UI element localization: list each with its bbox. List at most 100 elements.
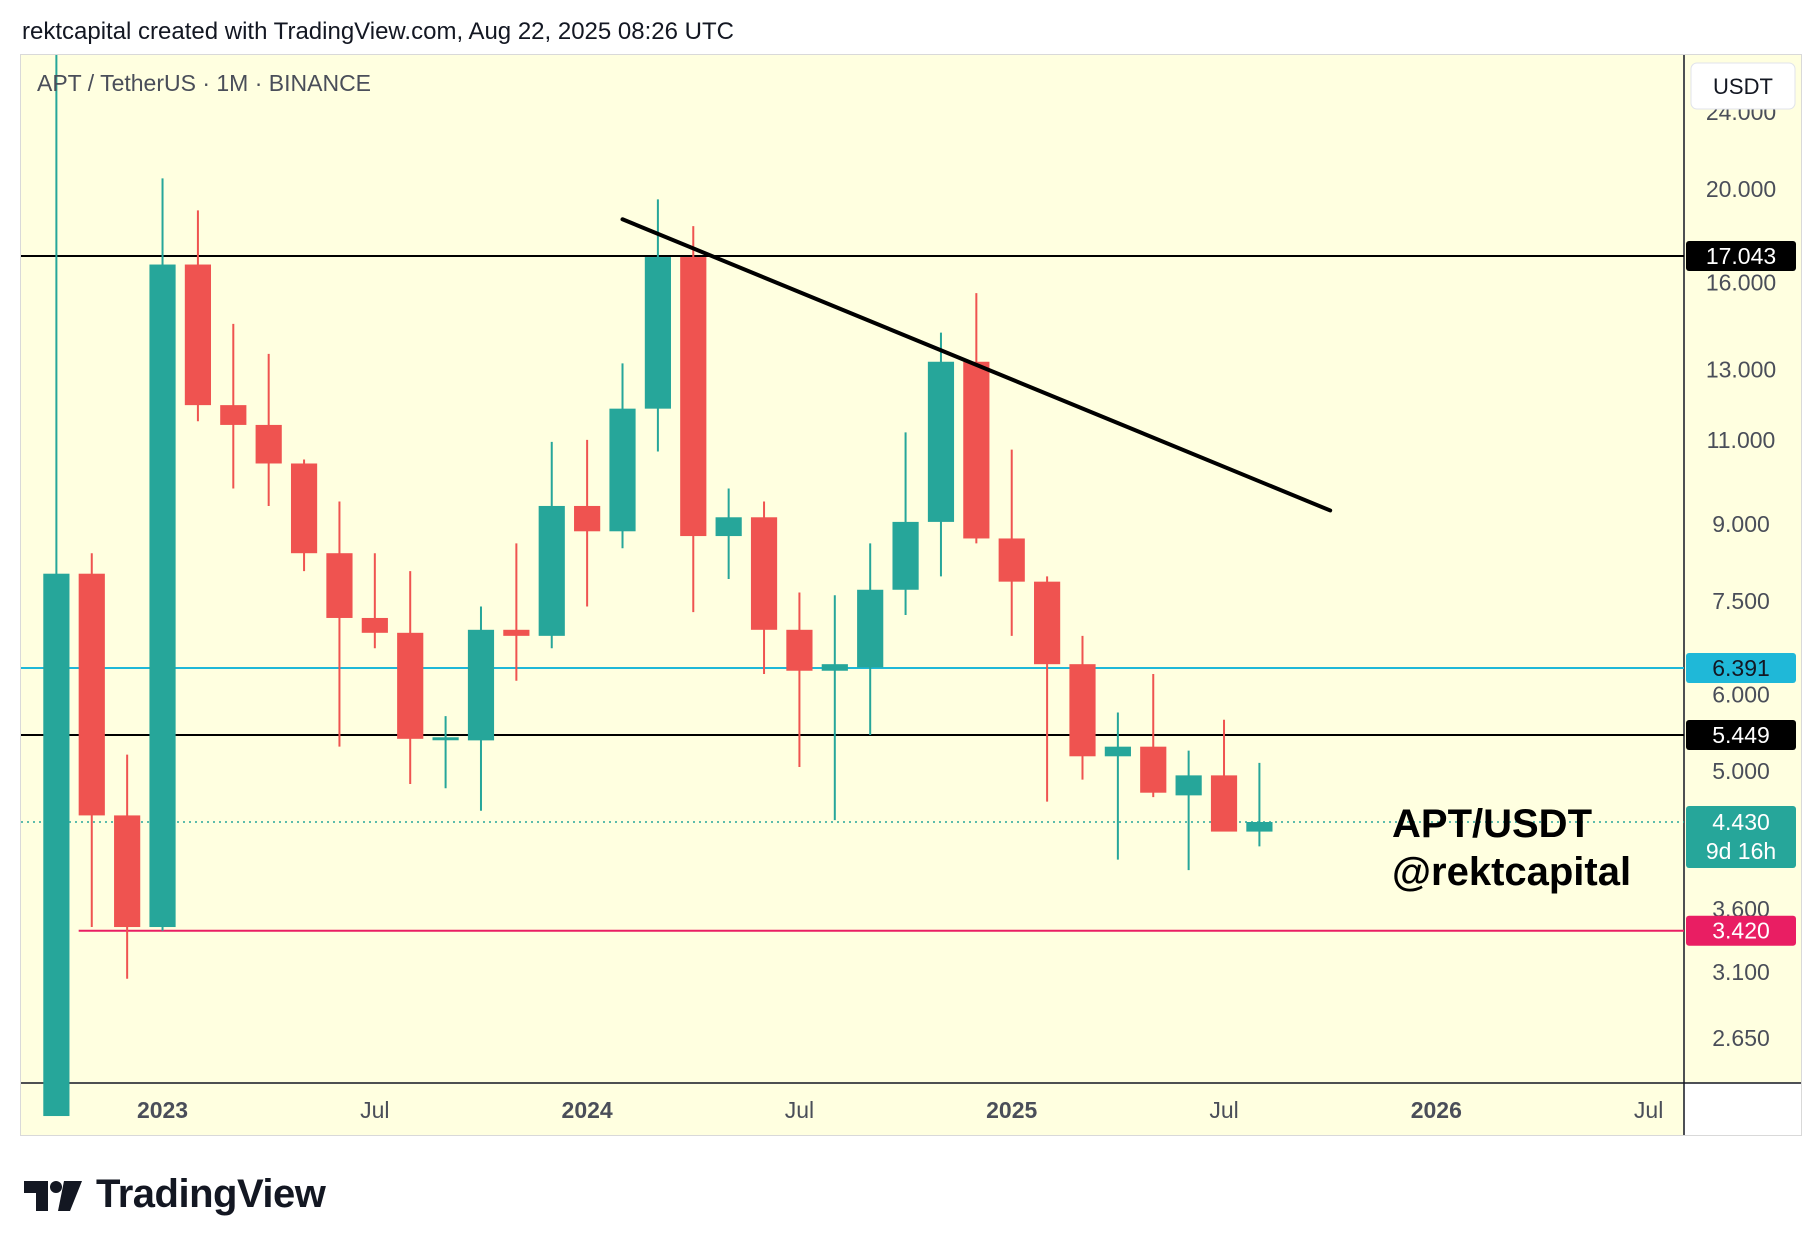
countdown-text: 9d 16h — [1706, 838, 1776, 864]
candle-body — [78, 573, 105, 816]
candle-body — [998, 538, 1025, 582]
current-price-badge: 4.430 9d 16h — [1686, 805, 1796, 868]
price-tick-label: 16.000 — [1706, 270, 1776, 296]
plot-background — [21, 55, 1684, 1083]
candle-body — [149, 264, 176, 928]
currency-button-box[interactable] — [1690, 62, 1796, 110]
candle-body — [927, 361, 955, 522]
candle-body — [750, 517, 778, 630]
candle-2025-04[interactable] — [1104, 712, 1131, 860]
candle-2023-06[interactable] — [326, 501, 353, 747]
watermark-line-2: @rektcapital — [1392, 850, 1631, 894]
candle-body — [892, 521, 919, 590]
candle-body — [963, 361, 990, 539]
candle-body — [644, 257, 671, 409]
candle-body — [220, 405, 247, 425]
time-tick-label: Jul — [360, 1097, 389, 1123]
time-tick-label: Jul — [785, 1097, 814, 1123]
price-badges-layer: 17.043 6.391 5.449 3.420 4.430 9d 16h — [1686, 240, 1796, 946]
time-tick-label: 2023 — [137, 1097, 188, 1123]
price-tick-label: 6.000 — [1712, 682, 1770, 708]
price-tick-label: 2.650 — [1712, 1025, 1770, 1051]
candle-2024-02[interactable] — [609, 363, 636, 549]
price-tick-label: 13.000 — [1706, 357, 1776, 383]
candle-2025-08[interactable] — [1246, 762, 1273, 847]
price-tick-label: 5.000 — [1712, 758, 1770, 784]
price-ticks-layer: 24.00020.00016.00013.00011.0009.0007.500… — [1706, 99, 1776, 1051]
watermark-line-1: APT/USDT — [1392, 802, 1592, 846]
candle-body — [503, 629, 530, 636]
candle-2025-07[interactable] — [1210, 719, 1238, 832]
candle-2024-08[interactable] — [821, 595, 848, 821]
candle-2024-04[interactable] — [680, 226, 707, 613]
candle-body — [184, 264, 212, 406]
level-badge-5.449: 5.449 — [1686, 720, 1796, 751]
candle-2023-05[interactable] — [290, 459, 318, 572]
chart-credit-header: rektcapital created with TradingView.com… — [22, 18, 734, 45]
trendline-layer[interactable] — [620, 217, 1333, 513]
symbol-label: APT / TetherUS · 1M · BINANCE — [37, 70, 371, 96]
candle-body — [361, 617, 388, 633]
level-badge-text: 3.420 — [1712, 918, 1770, 944]
candle-2023-03[interactable] — [220, 323, 247, 489]
candle-body — [1246, 821, 1273, 832]
candle-2025-03[interactable] — [1069, 635, 1096, 780]
horizontal-levels-layer — [21, 254, 1684, 932]
candle-2024-01[interactable] — [574, 439, 601, 607]
candle-2024-03[interactable] — [644, 199, 671, 452]
candle-2023-07[interactable] — [361, 553, 388, 649]
candle-body — [1034, 581, 1061, 665]
candle-2024-05[interactable] — [715, 488, 742, 579]
candle-body — [1069, 664, 1096, 757]
candle-2022-12[interactable] — [114, 754, 141, 979]
candle-body — [574, 505, 601, 532]
candle-2023-02[interactable] — [184, 210, 212, 422]
candle-2024-12[interactable] — [963, 293, 990, 544]
candle-2023-08[interactable] — [397, 571, 424, 784]
candle-body — [609, 408, 636, 532]
candle-2024-06[interactable] — [750, 501, 778, 675]
current-price-badge-box — [1686, 805, 1796, 868]
candle-body — [538, 505, 565, 636]
level-badge-box — [1686, 720, 1796, 751]
candle-body — [857, 589, 884, 668]
candle-2023-11[interactable] — [503, 543, 530, 681]
candle-2025-02[interactable] — [1034, 576, 1061, 802]
chart-frame: 24.000 20.000 16.000 13.000 11.000 9.000 7.500… — [20, 54, 1802, 1136]
candle-2025-01[interactable] — [998, 449, 1025, 636]
candle-body — [821, 664, 848, 671]
candle-2025-05[interactable] — [1140, 674, 1167, 798]
candle-2024-11[interactable] — [927, 332, 955, 577]
tradingview-logo-text: TradingView — [96, 1172, 326, 1216]
candle-body — [715, 517, 742, 537]
candle-2024-07[interactable] — [786, 592, 813, 767]
candle-2022-11[interactable] — [78, 553, 105, 928]
candle-2024-09[interactable] — [857, 543, 884, 735]
candle-2023-12[interactable] — [538, 441, 565, 649]
time-tick-label: 2026 — [1411, 1097, 1462, 1123]
candle-2025-06[interactable] — [1175, 750, 1202, 871]
candle-body — [1104, 746, 1131, 757]
level-badge-box — [1686, 240, 1796, 271]
level-badge-text: 6.391 — [1712, 655, 1770, 681]
candle-2022-10[interactable] — [43, 55, 70, 1117]
price-tick-label: 7.500 — [1712, 588, 1770, 614]
candle-body — [1140, 746, 1167, 793]
candle-2023-04[interactable] — [255, 353, 282, 506]
level-badge-text: 17.043 — [1706, 243, 1776, 269]
candle-2023-01[interactable] — [149, 178, 176, 931]
time-tick-label: 2024 — [562, 1097, 613, 1123]
candle-body — [290, 463, 318, 554]
candle-2024-10[interactable] — [892, 432, 919, 616]
tradingview-logo[interactable]: TradingView — [24, 1172, 326, 1217]
currency-button[interactable]: USDT — [1690, 62, 1796, 110]
price-tick-label: 9.000 — [1712, 511, 1770, 537]
candle-body — [255, 424, 282, 464]
candle-2023-09[interactable] — [432, 716, 459, 789]
resistance-trendline[interactable] — [620, 217, 1333, 513]
candlestick-chart[interactable]: 24.00020.00016.00013.00011.0009.0007.500… — [21, 55, 1801, 1135]
price-tick-label: 20.000 — [1706, 176, 1776, 202]
candle-body — [432, 737, 459, 741]
candle-2023-10[interactable] — [467, 606, 495, 811]
currency-label[interactable]: USDT — [1713, 74, 1773, 99]
